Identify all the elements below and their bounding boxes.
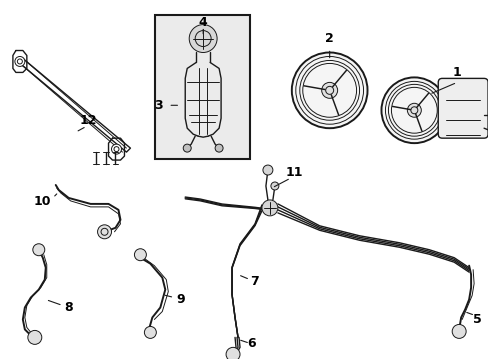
Text: 5: 5 xyxy=(472,313,481,326)
Circle shape xyxy=(33,244,45,256)
Circle shape xyxy=(189,24,217,53)
Ellipse shape xyxy=(381,77,447,143)
Circle shape xyxy=(144,327,156,338)
Circle shape xyxy=(98,225,111,239)
Circle shape xyxy=(451,324,465,338)
Text: 11: 11 xyxy=(285,166,303,179)
Circle shape xyxy=(407,103,421,117)
Circle shape xyxy=(15,57,25,67)
Text: 8: 8 xyxy=(64,301,73,314)
Text: 3: 3 xyxy=(154,99,163,112)
Text: 4: 4 xyxy=(199,16,207,29)
Circle shape xyxy=(321,82,337,98)
Circle shape xyxy=(225,347,240,360)
Circle shape xyxy=(134,249,146,261)
Text: 2: 2 xyxy=(325,32,333,45)
FancyBboxPatch shape xyxy=(437,78,487,138)
Circle shape xyxy=(183,144,191,152)
Bar xyxy=(155,15,249,159)
Text: 1: 1 xyxy=(452,66,461,79)
Text: 9: 9 xyxy=(176,293,184,306)
Circle shape xyxy=(270,182,278,190)
Circle shape xyxy=(263,165,272,175)
Circle shape xyxy=(28,330,41,345)
Text: 10: 10 xyxy=(34,195,51,208)
Text: 6: 6 xyxy=(247,337,256,350)
Text: 7: 7 xyxy=(250,275,259,288)
Text: 12: 12 xyxy=(80,114,97,127)
Ellipse shape xyxy=(291,53,367,128)
Circle shape xyxy=(262,200,277,216)
Circle shape xyxy=(111,144,121,154)
Circle shape xyxy=(215,144,223,152)
